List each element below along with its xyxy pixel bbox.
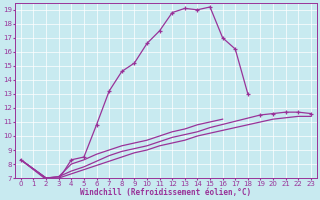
X-axis label: Windchill (Refroidissement éolien,°C): Windchill (Refroidissement éolien,°C): [80, 188, 252, 197]
